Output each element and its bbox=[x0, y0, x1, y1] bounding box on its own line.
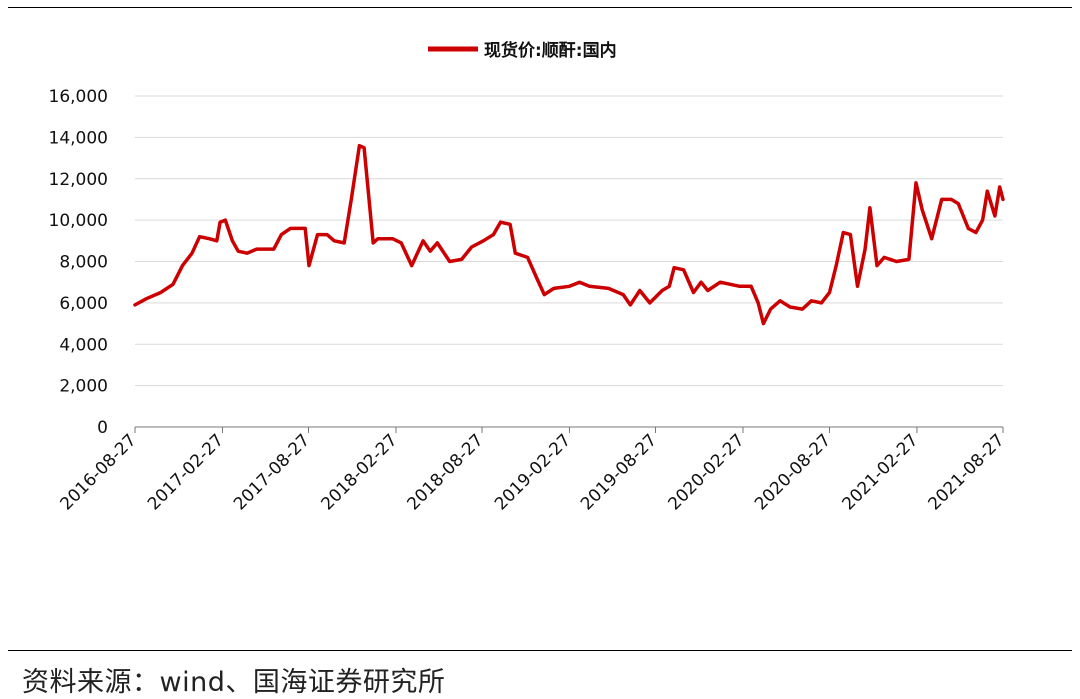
x-tick-label: 2018-02-27 bbox=[318, 430, 402, 514]
x-axis-tick-labels: 2016-08-27 2017-02-27 2017-08-27 2018-02-27… bbox=[57, 430, 1009, 514]
legend-label: 现货价:顺酐:国内 bbox=[484, 40, 617, 61]
legend: 现货价:顺酐:国内 bbox=[428, 40, 617, 61]
x-axis bbox=[134, 426, 1004, 433]
y-tick-label: 4,000 bbox=[59, 335, 108, 355]
x-tick-label: 2020-02-27 bbox=[665, 430, 749, 514]
x-tick-label: 2021-08-27 bbox=[925, 430, 1009, 514]
y-tick-label: 2,000 bbox=[59, 377, 108, 397]
x-tick-label: 2016-08-27 bbox=[57, 430, 141, 514]
y-tick-label: 6,000 bbox=[59, 294, 108, 314]
gridlines bbox=[135, 95, 1003, 387]
x-tick-label: 2017-02-27 bbox=[144, 430, 228, 514]
series-group bbox=[133, 143, 1005, 326]
bottom-rule bbox=[8, 650, 1072, 651]
x-tick-label: 2019-08-27 bbox=[577, 430, 661, 514]
y-tick-label: 12,000 bbox=[49, 170, 108, 190]
series-line bbox=[133, 143, 1005, 326]
x-tick-label: 2021-02-27 bbox=[838, 430, 922, 514]
y-tick-label: 0 bbox=[97, 418, 108, 438]
top-rule bbox=[8, 7, 1072, 8]
y-tick-label: 14,000 bbox=[49, 128, 108, 148]
y-tick-label: 8,000 bbox=[59, 253, 108, 273]
y-axis-tick-labels: 0 2,000 4,000 6,000 8,000 10,000 12,000 14,000 1… bbox=[49, 87, 108, 438]
line-chart: 0 2,000 4,000 6,000 8,000 10,000 12,000 14,000 1… bbox=[49, 40, 1009, 514]
x-tick-label: 2018-08-27 bbox=[404, 430, 488, 514]
x-tick-label: 2017-08-27 bbox=[230, 430, 314, 514]
x-tick-label: 2019-02-27 bbox=[491, 430, 575, 514]
y-tick-label: 16,000 bbox=[49, 87, 108, 107]
source-note: 资料来源：wind、国海证券研究所 bbox=[22, 667, 446, 698]
x-tick-label: 2020-08-27 bbox=[751, 430, 835, 514]
y-tick-label: 10,000 bbox=[49, 211, 108, 231]
